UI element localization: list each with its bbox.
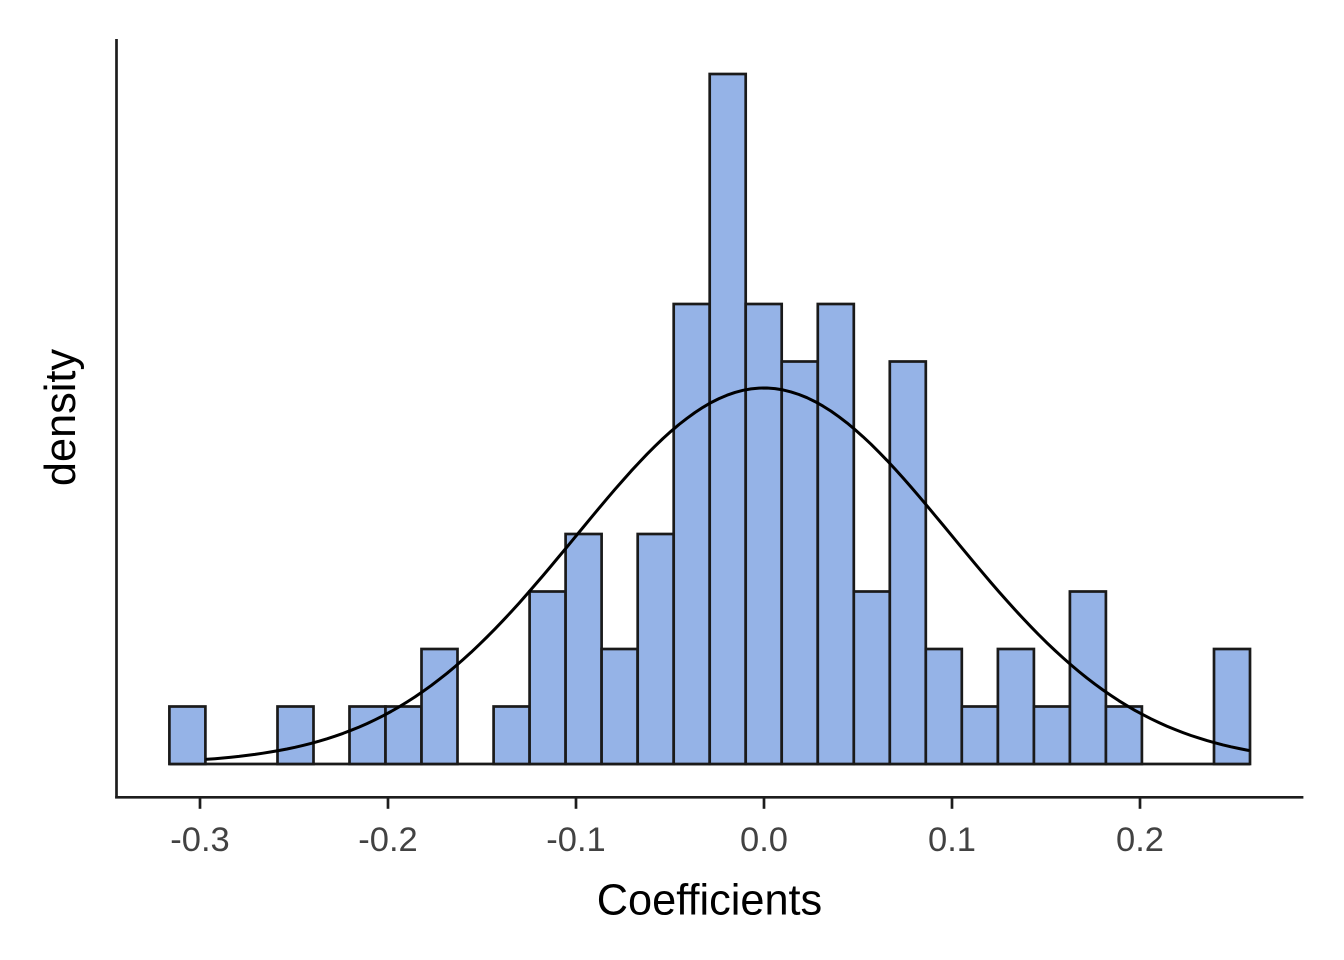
svg-text:0.1: 0.1 <box>928 821 976 859</box>
svg-text:0.0: 0.0 <box>740 821 788 859</box>
svg-text:Coefficients: Coefficients <box>597 877 822 925</box>
svg-text:0.2: 0.2 <box>1116 821 1164 859</box>
svg-text:-0.1: -0.1 <box>546 821 605 859</box>
svg-text:density: density <box>37 349 85 487</box>
svg-text:-0.2: -0.2 <box>358 821 417 859</box>
svg-text:-0.3: -0.3 <box>170 821 229 859</box>
